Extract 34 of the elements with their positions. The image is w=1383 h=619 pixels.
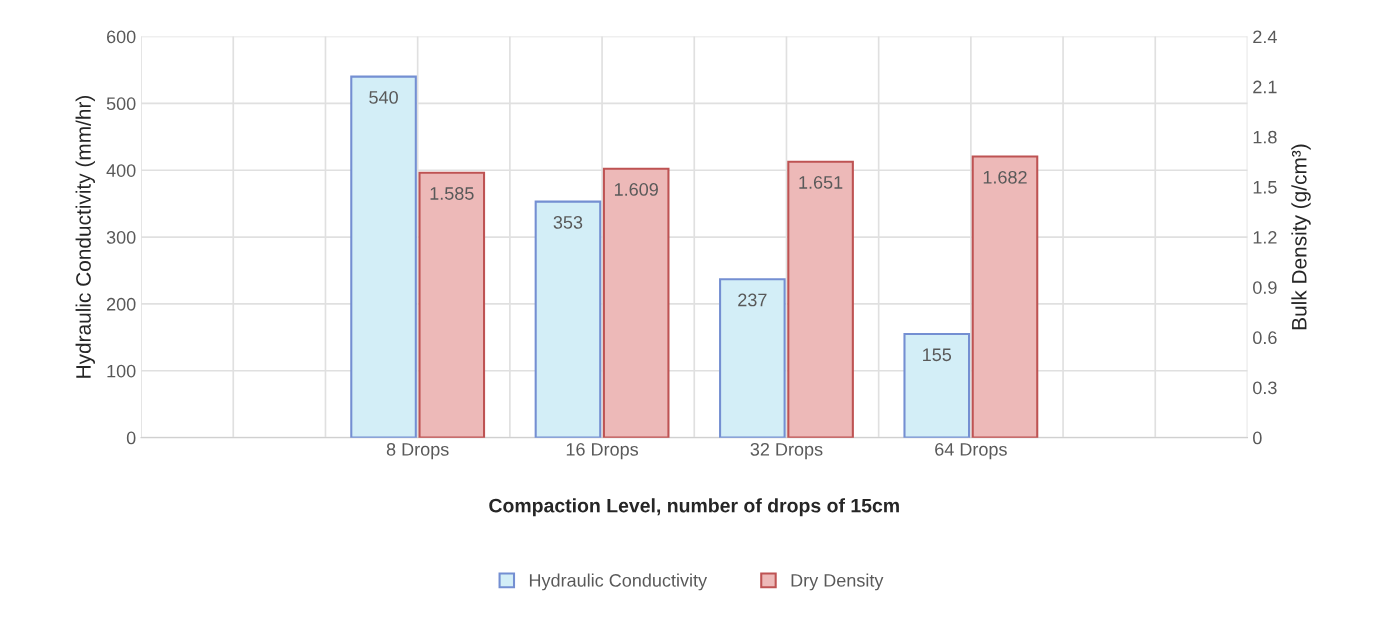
y2-tick-label: 1.2 (1253, 231, 1277, 244)
bar (971, 155, 1039, 438)
y-tick-label: 100 (107, 364, 136, 378)
data-label: 237 (738, 293, 767, 307)
x-tick-label: 16 Drops (566, 442, 639, 460)
data-label: 540 (369, 91, 398, 104)
y-tick-label: 0 (126, 431, 136, 445)
y-axis-title: Hydraulic Conductivity (mm/hr) (75, 95, 95, 378)
x-tick-label: 32 Drops (750, 442, 823, 460)
data-label: 1.651 (799, 176, 843, 189)
data-label: 1.682 (983, 170, 1027, 184)
x-tick-label: 8 Drops (386, 442, 449, 460)
legend-label: Hydraulic Conductivity (529, 573, 708, 591)
legend-label: Dry Density (791, 573, 884, 591)
y-tick-label: 600 (107, 30, 136, 44)
y2-tick-label: 2.4 (1253, 30, 1277, 44)
x-axis-title: Compaction Level, number of drops of 15cm (489, 498, 899, 517)
y2-tick-label: 1.8 (1253, 130, 1277, 144)
y2-tick-label: 0 (1253, 431, 1262, 445)
y-tick-label: 400 (106, 164, 136, 177)
data-label: 155 (923, 348, 952, 362)
y2-tick-label: 0.3 (1253, 381, 1277, 395)
y2-tick-label: 0.9 (1253, 281, 1277, 294)
y2-tick-label: 0.6 (1253, 331, 1277, 345)
data-label: 353 (553, 216, 583, 229)
data-label: 1.585 (430, 187, 474, 200)
y2-tick-label: 2.1 (1253, 80, 1277, 94)
x-tick-label: 64 Drops (935, 442, 1007, 460)
y-tick-label: 500 (106, 97, 136, 111)
y2-axis-title: Bulk Density (g/cm³) (1291, 144, 1311, 330)
y2-tick-label: 1.5 (1253, 181, 1277, 194)
y-tick-label: 200 (106, 297, 136, 311)
data-label: 1.609 (614, 183, 658, 196)
y-tick-label: 300 (106, 231, 136, 244)
